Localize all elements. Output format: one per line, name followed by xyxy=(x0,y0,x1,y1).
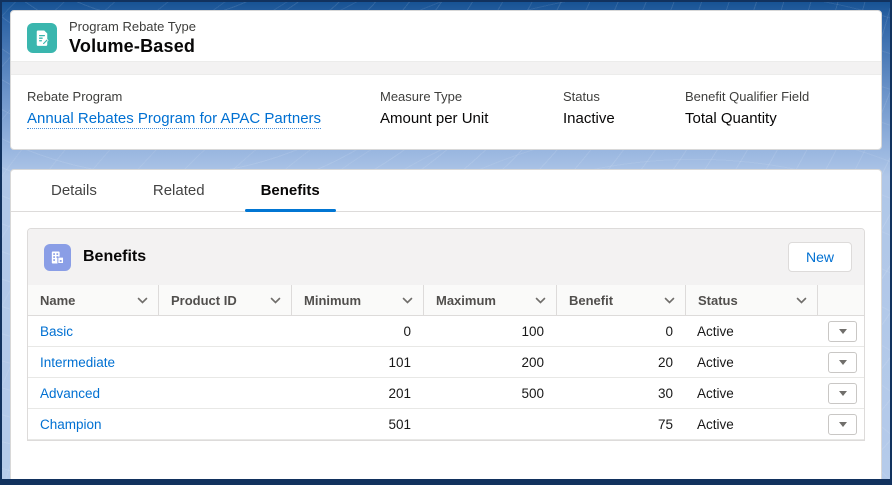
tab-benefits[interactable]: Benefits xyxy=(244,170,336,212)
table-row: Basic 0 100 0 Active xyxy=(28,316,864,347)
field-label: Measure Type xyxy=(380,89,463,104)
chevron-down-icon xyxy=(402,297,413,304)
column-header-label: Status xyxy=(698,292,738,308)
chevron-down-icon xyxy=(270,297,281,304)
cell-status: Active xyxy=(697,385,734,401)
benefit-grid-icon xyxy=(44,243,71,271)
rebate-program-link[interactable]: Annual Rebates Program for APAC Partners xyxy=(27,110,322,129)
cell-maximum: 100 xyxy=(521,323,544,339)
column-header-benefit[interactable]: Benefit xyxy=(556,285,685,315)
field-label: Status xyxy=(563,89,600,104)
cell-benefit: 75 xyxy=(657,416,673,432)
caret-down-icon xyxy=(838,421,847,427)
cell-benefit: 20 xyxy=(657,354,673,370)
column-header-label: Product ID xyxy=(171,292,237,308)
page-title: Volume-Based xyxy=(69,35,196,56)
column-header-actions xyxy=(817,285,864,315)
benefit-name-link[interactable]: Advanced xyxy=(40,385,101,401)
row-actions-button[interactable] xyxy=(828,320,857,342)
table-row: Champion 501 75 Active xyxy=(28,409,864,440)
record-header: Program Rebate Type Volume-Based xyxy=(11,11,881,61)
field-benefit-qualifier: Benefit Qualifier Field Total Quantity xyxy=(685,89,809,127)
column-header-label: Minimum xyxy=(304,292,362,308)
chevron-down-icon xyxy=(535,297,546,304)
caret-down-icon xyxy=(838,359,847,365)
entity-label: Program Rebate Type xyxy=(69,18,196,34)
highlights-fields: Rebate Program Annual Rebates Program fo… xyxy=(11,75,881,149)
field-status: Status Inactive xyxy=(563,89,615,127)
cell-product-id xyxy=(158,378,291,408)
column-header-name[interactable]: Name xyxy=(28,285,158,315)
cell-row-actions xyxy=(817,316,864,346)
column-header-label: Maximum xyxy=(436,292,496,308)
cell-name: Basic xyxy=(28,316,158,346)
benefits-card-header: Benefits New xyxy=(28,229,864,285)
cell-row-actions xyxy=(817,409,864,439)
field-label: Benefit Qualifier Field xyxy=(685,89,810,104)
tab-details[interactable]: Details xyxy=(51,182,97,199)
cell-product-id xyxy=(158,409,291,439)
field-label: Rebate Program xyxy=(27,89,123,104)
column-header-maximum[interactable]: Maximum xyxy=(423,285,556,315)
cell-name: Champion xyxy=(28,409,158,439)
benefit-name-link[interactable]: Intermediate xyxy=(40,354,116,370)
cell-row-actions xyxy=(817,378,864,408)
chevron-down-icon xyxy=(137,297,148,304)
row-actions-button[interactable] xyxy=(828,382,857,404)
cell-maximum xyxy=(423,409,556,439)
record-header-card: Program Rebate Type Volume-Based Rebate … xyxy=(10,10,882,150)
benefits-related-list-card: Benefits New Name Product ID Minimum Maximu… xyxy=(27,228,865,441)
cell-row-actions xyxy=(817,347,864,377)
row-actions-button[interactable] xyxy=(828,413,857,435)
field-rebate-program: Rebate Program Annual Rebates Program fo… xyxy=(27,89,322,129)
column-header-status[interactable]: Status xyxy=(685,285,817,315)
benefits-table: Name Product ID Minimum Maximum Benefit Statu… xyxy=(28,285,864,440)
benefit-name-link[interactable]: Basic xyxy=(40,323,74,339)
cell-minimum: 201 xyxy=(388,385,411,401)
field-value: Amount per Unit xyxy=(380,110,489,127)
benefits-table-body: Basic 0 100 0 Active Intermediate 101 200 20 Acti… xyxy=(28,316,864,440)
cell-benefit: 0 xyxy=(665,323,673,339)
cell-product-id xyxy=(158,347,291,377)
cell-minimum: 0 xyxy=(403,323,411,339)
cell-name: Advanced xyxy=(28,378,158,408)
column-header-minimum[interactable]: Minimum xyxy=(291,285,423,315)
cell-minimum: 501 xyxy=(388,416,411,432)
cell-maximum: 500 xyxy=(521,385,544,401)
field-value: Total Quantity xyxy=(685,110,777,127)
cell-status: Active xyxy=(697,416,734,432)
field-measure-type: Measure Type Amount per Unit xyxy=(380,89,488,127)
cell-minimum: 101 xyxy=(388,354,411,370)
chevron-down-icon xyxy=(664,297,675,304)
cell-maximum: 200 xyxy=(521,354,544,370)
cell-name: Intermediate xyxy=(28,347,158,377)
rebate-type-document-pencil-icon xyxy=(27,23,57,53)
cell-product-id xyxy=(158,316,291,346)
caret-down-icon xyxy=(838,390,847,396)
header-divider xyxy=(11,61,881,75)
benefit-name-link[interactable]: Champion xyxy=(40,416,102,432)
benefits-card-title: Benefits xyxy=(83,248,147,265)
column-header-label: Benefit xyxy=(569,292,614,308)
caret-down-icon xyxy=(838,328,847,334)
benefits-table-header-row: Name Product ID Minimum Maximum Benefit Statu… xyxy=(28,285,864,316)
chevron-down-icon xyxy=(796,297,807,304)
table-row: Advanced 201 500 30 Active xyxy=(28,378,864,409)
column-header-product-id[interactable]: Product ID xyxy=(158,285,291,315)
new-benefit-button[interactable]: New xyxy=(787,242,852,272)
tab-related[interactable]: Related xyxy=(152,182,205,199)
field-value: Inactive xyxy=(563,110,615,127)
cell-status: Active xyxy=(697,354,734,370)
tab-bar: Details Related Benefits xyxy=(11,170,881,212)
cell-benefit: 30 xyxy=(657,385,673,401)
cell-status: Active xyxy=(697,323,734,339)
table-row: Intermediate 101 200 20 Active xyxy=(28,347,864,378)
column-header-label: Name xyxy=(40,292,76,308)
row-actions-button[interactable] xyxy=(828,351,857,373)
record-titles: Program Rebate Type Volume-Based xyxy=(69,19,196,58)
record-tab-panel: Details Related Benefits xyxy=(10,169,882,479)
